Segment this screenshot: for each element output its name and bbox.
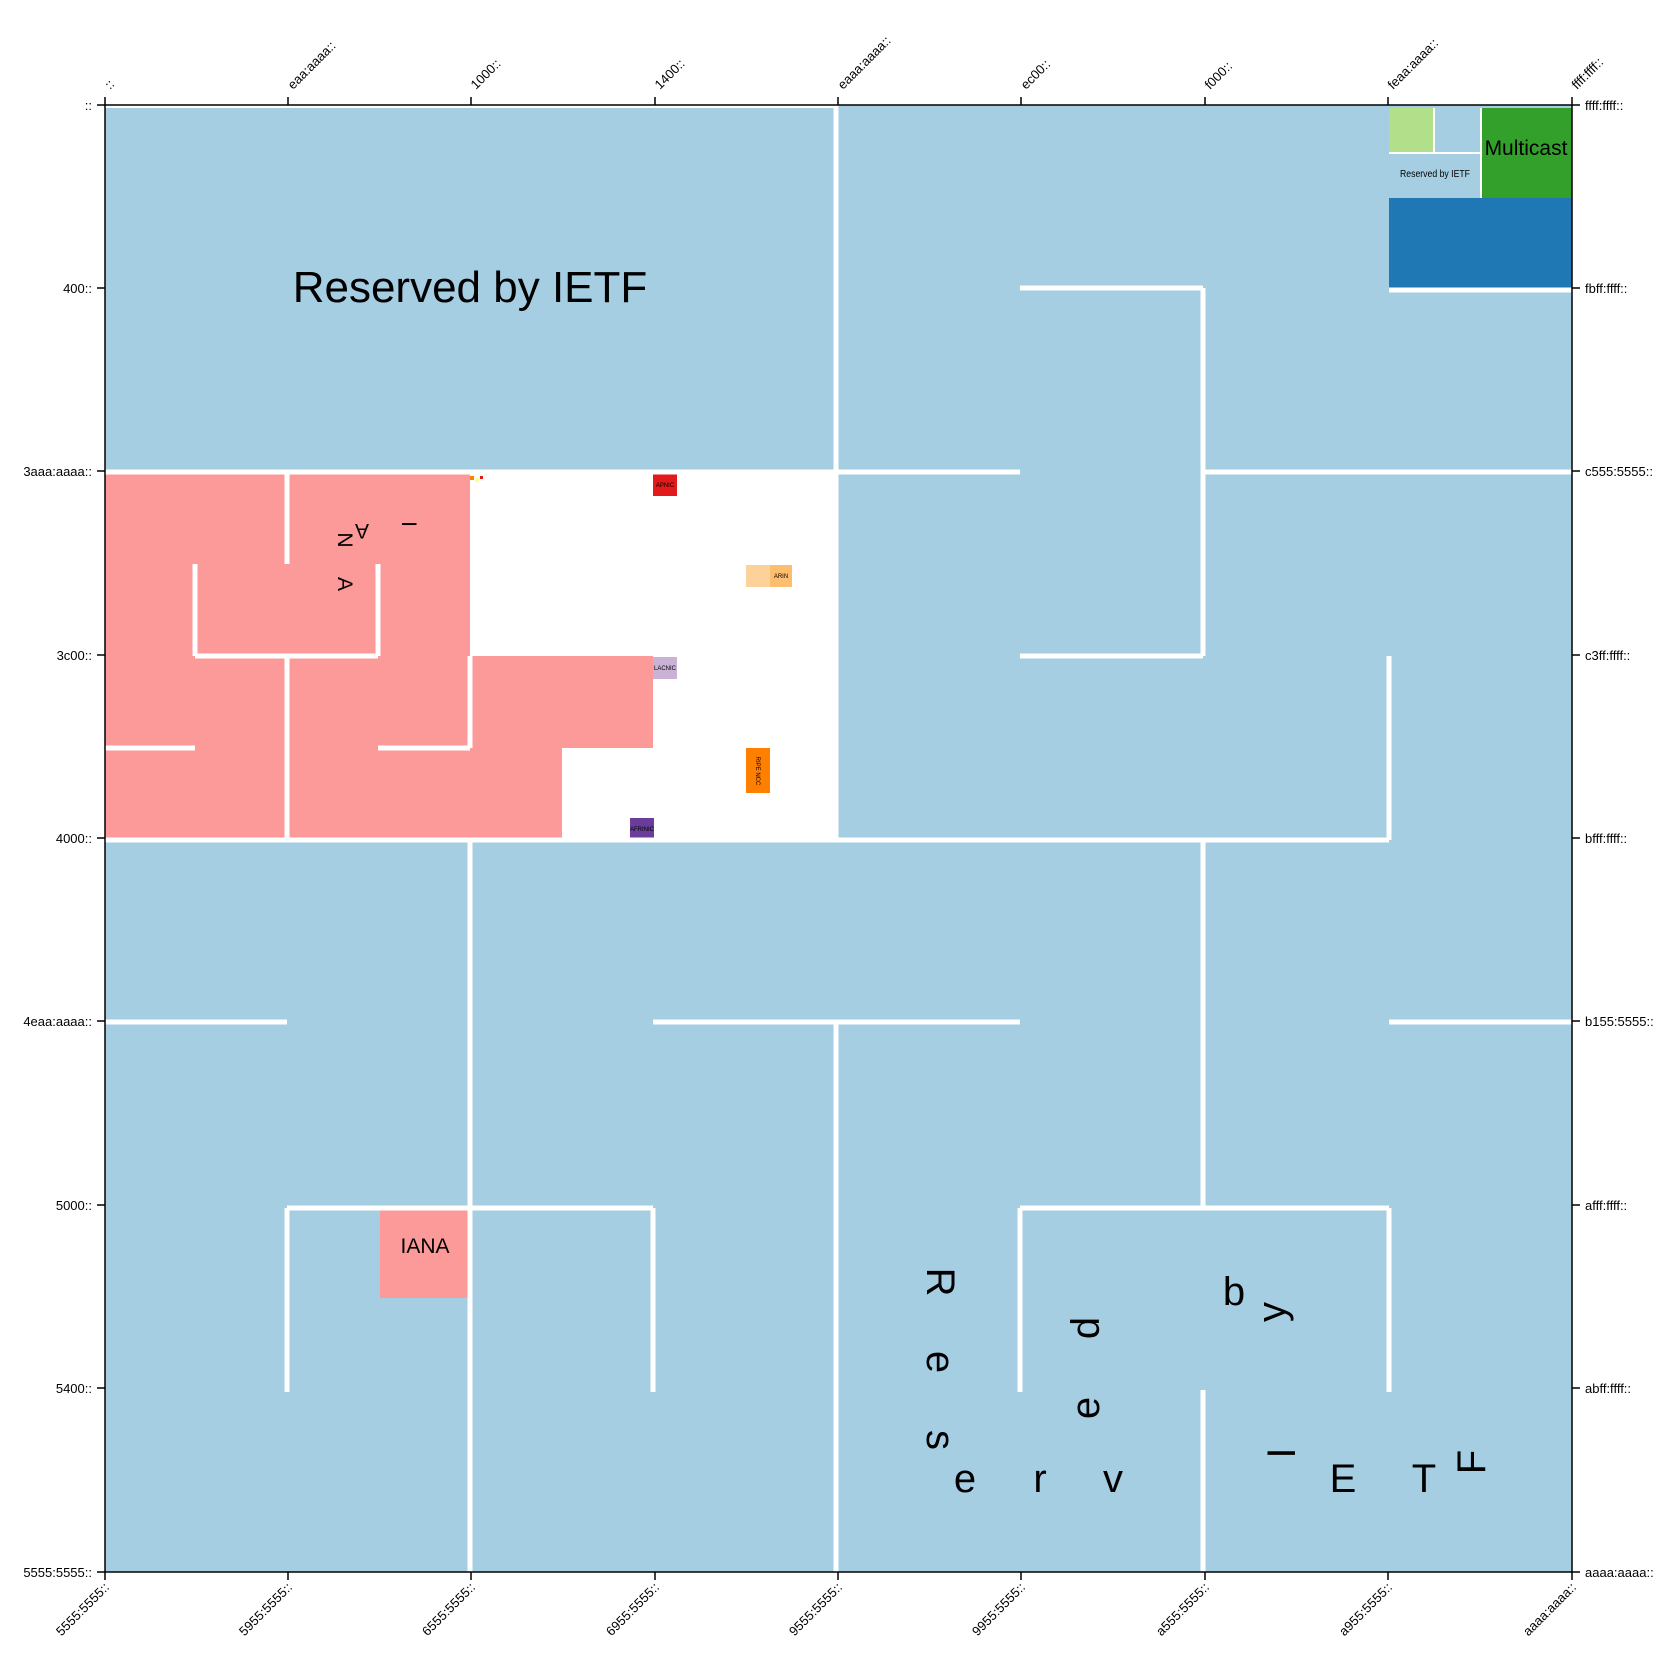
reserved-small-label: Reserved by IETF xyxy=(1400,169,1470,180)
left-axis: :: 400:: 3aaa:aaaa:: 3c00:: 4000:: 4eaa:… xyxy=(23,98,92,1580)
reserved-letter: R xyxy=(918,1268,962,1297)
ripe-block xyxy=(746,748,770,793)
reserved-letter: F xyxy=(1450,1450,1494,1474)
iana-letter: N xyxy=(333,532,356,547)
top-axis: :: eaa:aaaa:: 1000:: 1400:: eaaa:aaaa:: … xyxy=(102,33,1607,92)
thin-separator-lines xyxy=(1389,108,1482,198)
top-tick-label: 1400:: xyxy=(652,56,688,92)
registry-blocks xyxy=(470,474,792,840)
reserved-letter: E xyxy=(1330,1457,1357,1501)
iana-letter: A xyxy=(333,577,356,591)
tiny-block-orange xyxy=(470,476,474,480)
afrinic-block xyxy=(630,818,654,840)
left-tick-label: :: xyxy=(85,98,92,113)
top-tick-label: ffff:ffff:: xyxy=(1569,54,1607,92)
multicast-region xyxy=(1481,108,1572,198)
reserved-letter: v xyxy=(1103,1457,1123,1501)
reserved-letter: b xyxy=(1223,1270,1245,1314)
afrinic-label: AFRINIC xyxy=(630,827,655,833)
iana-label: IANA xyxy=(400,1235,449,1258)
top-tick-label: feaa:aaaa:: xyxy=(1385,36,1442,93)
light-green-region xyxy=(1389,108,1434,153)
axis-ticks xyxy=(97,97,1580,1580)
dark-blue-region xyxy=(1389,198,1572,290)
bottom-tick-label: 5555:5555:: xyxy=(53,1580,112,1639)
top-tick-label: :: xyxy=(102,76,118,92)
iana-scattered-label: I A N A xyxy=(333,519,420,591)
reserved-letter: e xyxy=(954,1457,976,1501)
bottom-tick-label: 6555:5555:: xyxy=(419,1580,478,1639)
reserved-top-left-block xyxy=(105,108,836,470)
left-tick-label: 5555:5555:: xyxy=(23,1565,92,1580)
bottom-tick-label: 9555:5555:: xyxy=(786,1580,845,1639)
ripe-label: RIPE NCC xyxy=(754,757,760,786)
right-axis: ffff:ffff:: fbff:ffff:: c555:5555:: c3ff… xyxy=(1585,98,1654,1580)
left-tick-label: 3aaa:aaaa:: xyxy=(23,464,92,479)
top-tick-label: eaa:aaaa:: xyxy=(285,38,339,92)
iana-letter: I xyxy=(397,521,420,527)
iana-letter: A xyxy=(355,519,369,542)
apnic-label: APNIC xyxy=(656,483,675,489)
bottom-axis: 5555:5555:: 5955:5555:: 6555:5555:: 6955… xyxy=(53,1580,1579,1639)
top-tick-label: eaaa:aaaa:: xyxy=(835,33,894,92)
top-tick-label: ec00:: xyxy=(1018,56,1054,92)
reserved-letter: T xyxy=(1412,1457,1436,1501)
right-tick-label: abff:ffff:: xyxy=(1585,1381,1631,1396)
right-tick-label: aaaa:aaaa:: xyxy=(1585,1565,1654,1580)
left-tick-label: 400:: xyxy=(63,281,92,296)
reserved-letter: s xyxy=(918,1430,962,1450)
left-tick-label: 5000:: xyxy=(56,1198,92,1213)
lacnic-block xyxy=(653,657,677,679)
tiny-block-yellow xyxy=(475,478,479,482)
top-right-corner xyxy=(1389,108,1572,290)
reserved-letter: y xyxy=(1250,1302,1294,1322)
separator-lines xyxy=(105,105,1572,1572)
right-tick-label: ffff:ffff:: xyxy=(1585,98,1623,113)
top-tick-label: f000:: xyxy=(1202,59,1236,93)
reserved-letter: e xyxy=(1064,1397,1108,1419)
bottom-tick-label: a555:5555:: xyxy=(1153,1580,1212,1639)
lacnic-label: LACNIC xyxy=(654,666,677,672)
bottom-tick-label: a955:5555:: xyxy=(1336,1580,1395,1639)
left-tick-label: 5400:: xyxy=(56,1381,92,1396)
right-tick-label: c3ff:ffff:: xyxy=(1585,648,1630,663)
arin-block xyxy=(770,565,792,587)
top-tick-label: 1000:: xyxy=(468,56,504,92)
right-tick-label: b155:5555:: xyxy=(1585,1014,1654,1029)
bottom-tick-label: 5955:5555:: xyxy=(236,1580,295,1639)
left-tick-label: 4eaa:aaaa:: xyxy=(23,1014,92,1029)
bottom-tick-label: 6955:5555:: xyxy=(603,1580,662,1639)
reserved-by-ietf-label: Reserved by IETF xyxy=(293,263,648,312)
arin-light-block xyxy=(746,565,770,587)
iana-block-region xyxy=(380,1208,470,1298)
arin-label: ARIN xyxy=(774,574,788,580)
reserved-letter: I xyxy=(1260,1447,1304,1458)
registry-labels: APNIC ARIN LACNIC RIPE NCC AFRINIC xyxy=(630,483,788,833)
bottom-tick-label: 9955:5555:: xyxy=(969,1580,1028,1639)
right-tick-label: bfff:ffff:: xyxy=(1585,831,1627,846)
right-tick-label: c555:5555:: xyxy=(1585,464,1653,479)
reserved-letter: r xyxy=(1033,1457,1046,1501)
right-tick-label: fbff:ffff:: xyxy=(1585,281,1627,296)
multicast-label: Multicast xyxy=(1485,137,1568,160)
reserved-letter: d xyxy=(1064,1317,1108,1339)
apnic-block xyxy=(653,474,677,496)
reserved-letter: e xyxy=(918,1351,962,1373)
tiny-block-red xyxy=(480,476,483,479)
reserved-scattered-label: R e s e r v e d b y I E T F xyxy=(918,1268,1494,1501)
left-tick-label: 3c00:: xyxy=(57,648,92,663)
right-tick-label: afff:ffff:: xyxy=(1585,1198,1627,1213)
left-tick-label: 4000:: xyxy=(56,831,92,846)
bottom-tick-label: aaaa:aaaa:: xyxy=(1520,1580,1579,1639)
